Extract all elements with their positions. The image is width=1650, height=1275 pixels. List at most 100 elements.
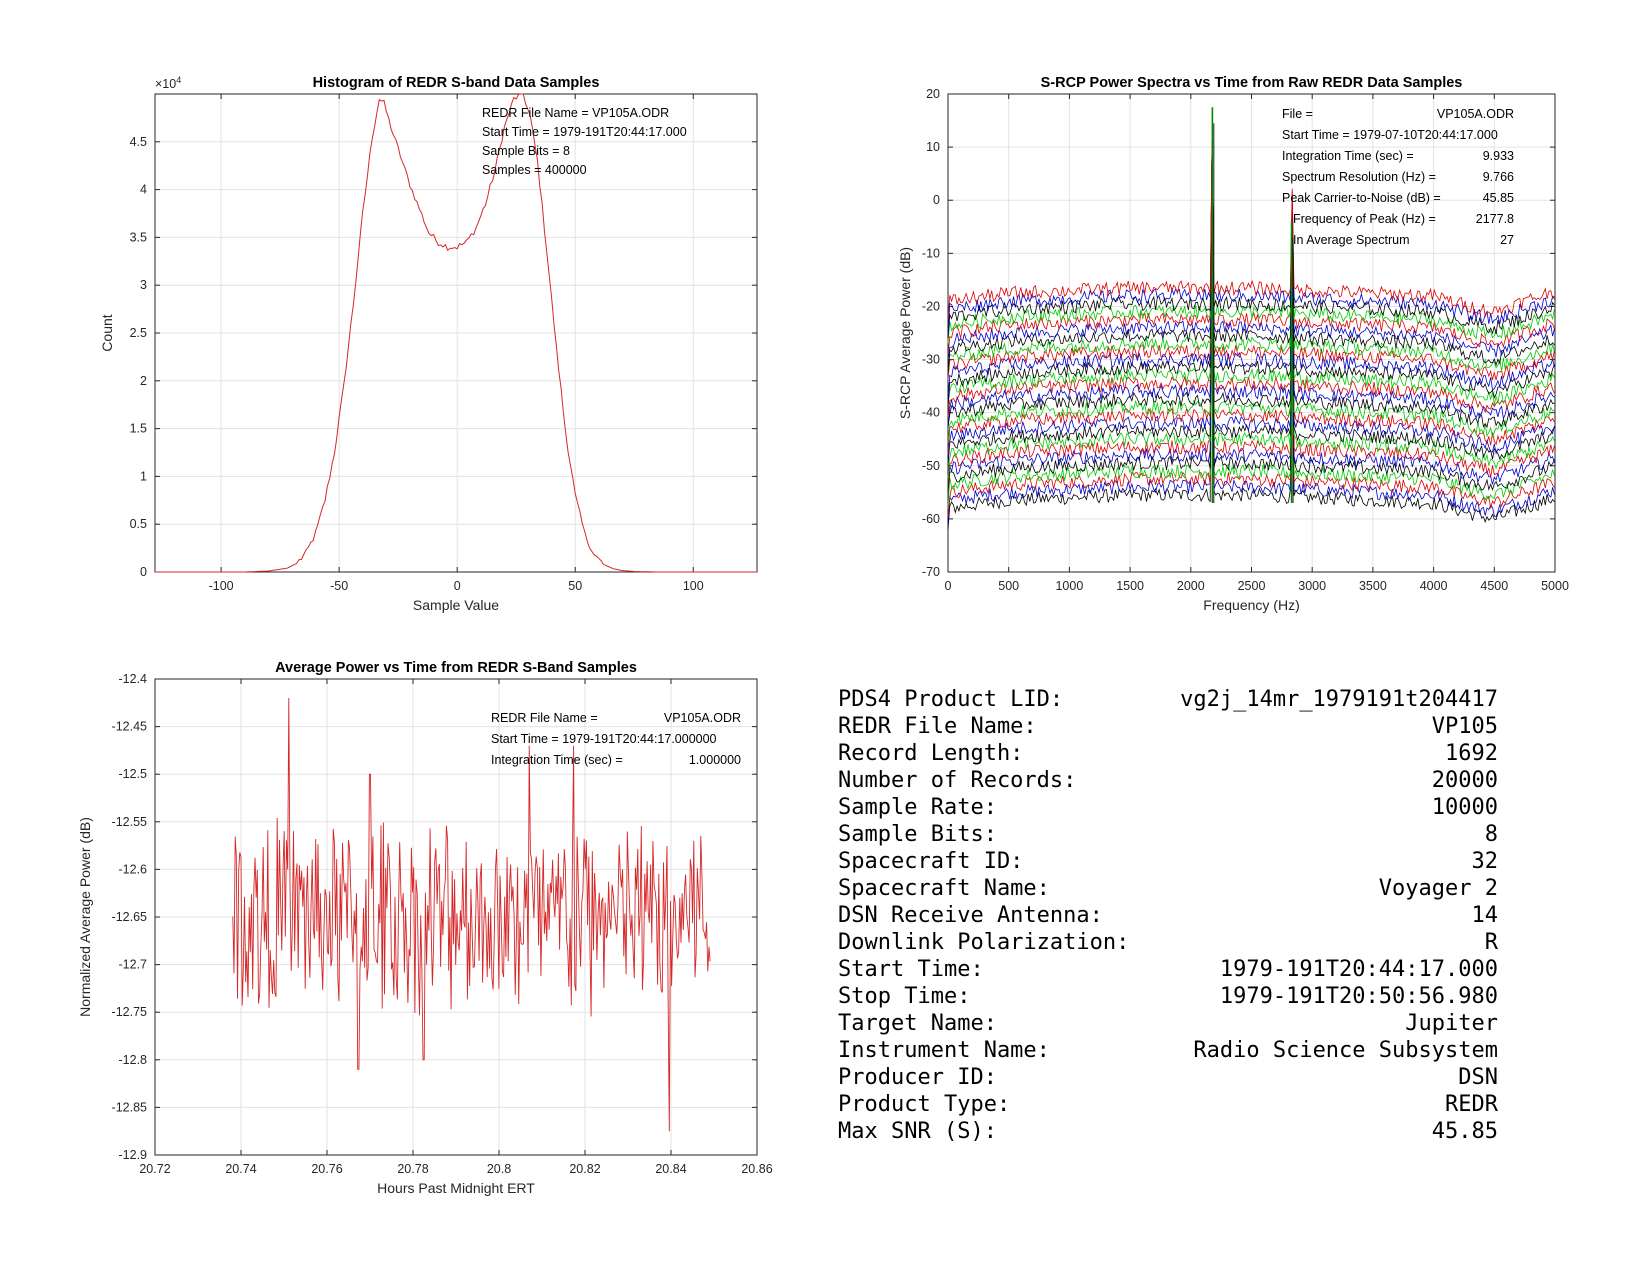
spectra-annotation-label: Start Time = 1979-07-10T20:44:17.000 — [1282, 128, 1498, 142]
histogram-ytick-label: 3 — [140, 278, 147, 292]
info-label: Number of Records: — [838, 768, 1077, 793]
spectra-xlabel: Frequency (Hz) — [1203, 597, 1299, 613]
spectrum-trace — [947, 146, 1555, 479]
spectrum-trace — [947, 142, 1555, 429]
info-value: DSN — [1458, 1065, 1498, 1090]
spectrum-trace — [947, 151, 1555, 524]
spectra-xtick-label: 3500 — [1359, 579, 1387, 593]
info-row: Sample Rate: 10000 — [838, 794, 1498, 821]
spectra-annotation-label: Spectrum Resolution (Hz) = — [1282, 170, 1436, 184]
info-value: 1979-191T20:44:17.000 — [1219, 957, 1498, 982]
spectra-annotation-label: In Average Spectrum — [1293, 233, 1410, 247]
info-row: PDS4 Product LID: vg2j_14mr_1979191t20441… — [838, 686, 1498, 713]
avg-power-xtick-label: 20.74 — [225, 1162, 256, 1176]
info-label: PDS4 Product LID: — [838, 687, 1064, 712]
avg-power-xtick-label: 20.72 — [139, 1162, 170, 1176]
info-label: Downlink Polarization: — [838, 930, 1130, 955]
info-row: Product Type: REDR — [838, 1091, 1498, 1118]
info-value: VP105 — [1431, 714, 1498, 739]
histogram-title: Histogram of REDR S-band Data Samples — [313, 75, 600, 91]
avg-power-ytick-label: -12.8 — [119, 1053, 148, 1067]
info-value: 1692 — [1445, 741, 1498, 766]
avg-power-chart: 20.72 20.74 20.76 20.78 20.8 20.82 20.84 20.86 -… — [77, 660, 773, 1196]
avg-power-ytick-label: -12.85 — [112, 1100, 147, 1114]
info-label: Max SNR (S): — [838, 1119, 997, 1144]
spectra-ylabel: S-RCP Average Power (dB) — [897, 247, 913, 419]
avg-power-xtick-label: 20.78 — [397, 1162, 428, 1176]
histogram-ylabel: Count — [99, 314, 115, 351]
histogram-xtick-label: 0 — [454, 579, 461, 593]
spectra-chart: 0 500 1000 1500 2000 2500 3000 3500 4000 4500 5000… — [897, 75, 1569, 613]
spectra-ytick-label: -50 — [922, 459, 940, 473]
spectrum-trace — [947, 142, 1555, 466]
spectrum-trace — [947, 149, 1555, 374]
info-label: Spacecraft Name: — [838, 876, 1050, 901]
info-value: 10000 — [1431, 795, 1498, 820]
spectra-ytick-label: -70 — [922, 565, 940, 579]
histogram-annotation: REDR File Name = VP105A.ODR — [482, 106, 669, 120]
info-value: 32 — [1471, 849, 1499, 874]
histogram-xlabel: Sample Value — [413, 597, 499, 613]
spectra-annotation-value: 45.85 — [1483, 191, 1514, 205]
avg-power-annotation-value: 1.000000 — [689, 753, 741, 767]
info-row: Downlink Polarization: R — [838, 929, 1498, 956]
histogram-ytick-label: 2.5 — [130, 326, 147, 340]
avg-power-xlabel: Hours Past Midnight ERT — [377, 1180, 535, 1196]
info-row: DSN Receive Antenna: 14 — [838, 902, 1498, 929]
spectra-xtick-label: 3000 — [1298, 579, 1326, 593]
spectra-annotation-value: 2177.8 — [1476, 212, 1514, 226]
info-row: Stop Time: 1979-191T20:50:56.980 — [838, 983, 1498, 1010]
spectra-ytick-label: 0 — [933, 193, 940, 207]
spectra-xtick-label: 4000 — [1420, 579, 1448, 593]
spectrum-trace — [947, 143, 1555, 360]
avg-power-ytick-label: -12.9 — [119, 1148, 148, 1162]
spectrum-trace — [947, 151, 1555, 399]
avg-power-ytick-label: -12.65 — [112, 910, 147, 924]
info-value: vg2j_14mr_1979191t204417 — [1180, 687, 1498, 712]
info-label: Spacecraft ID: — [838, 849, 1024, 874]
histogram-annotation: Start Time = 1979-191T20:44:17.000 — [482, 125, 687, 139]
spectra-ytick-label: -40 — [922, 406, 940, 420]
spectra-xtick-label: 0 — [945, 579, 952, 593]
avg-power-ytick-label: -12.7 — [119, 958, 148, 972]
spectra-annotation-label: Frequency of Peak (Hz) = — [1293, 212, 1436, 226]
histogram-annotation: Samples = 400000 — [482, 163, 587, 177]
info-value: Radio Science Subsystem — [1193, 1038, 1498, 1063]
info-row: Number of Records: 20000 — [838, 767, 1498, 794]
info-label: Product Type: — [838, 1092, 1011, 1117]
info-row: Start Time: 1979-191T20:44:17.000 — [838, 956, 1498, 983]
info-row: Producer ID: DSN — [838, 1064, 1498, 1091]
product-info-table: PDS4 Product LID: vg2j_14mr_1979191t20441… — [838, 686, 1498, 1145]
avg-power-ytick-label: -12.75 — [112, 1005, 147, 1019]
spectrum-trace — [947, 149, 1555, 407]
spectra-annotation-label: Peak Carrier-to-Noise (dB) = — [1282, 191, 1441, 205]
spectrum-trace — [947, 143, 1555, 455]
info-value: 20000 — [1431, 768, 1498, 793]
avg-power-ytick-label: -12.5 — [119, 767, 148, 781]
spectrum-trace — [947, 142, 1555, 356]
avg-power-ytick-label: -12.4 — [119, 672, 148, 686]
info-label: Instrument Name: — [838, 1038, 1050, 1063]
avg-power-ytick-label: -12.55 — [112, 815, 147, 829]
histogram-xtick-label: -100 — [209, 579, 234, 593]
info-label: DSN Receive Antenna: — [838, 903, 1103, 928]
histogram-ytick-label: 0 — [140, 565, 147, 579]
info-row: REDR File Name: VP105 — [838, 713, 1498, 740]
histogram-ytick-label: 4.5 — [130, 135, 147, 149]
info-row: Sample Bits: 8 — [838, 821, 1498, 848]
avg-power-series-line — [232, 697, 711, 1132]
info-value: 14 — [1471, 903, 1499, 928]
histogram-ytick-label: 2 — [140, 374, 147, 388]
avg-power-xtick-label: 20.86 — [741, 1162, 772, 1176]
spectra-xtick-label: 500 — [998, 579, 1019, 593]
histogram-y-exponent: ×104 — [155, 75, 181, 91]
info-row: Instrument Name: Radio Science Subsystem — [838, 1037, 1498, 1064]
info-value: Voyager 2 — [1378, 876, 1498, 901]
histogram-annotation: Sample Bits = 8 — [482, 144, 570, 158]
histogram-series-line — [155, 93, 757, 573]
avg-power-xtick-label: 20.8 — [487, 1162, 511, 1176]
info-value: 45.85 — [1431, 1119, 1498, 1144]
info-label: Target Name: — [838, 1011, 997, 1036]
histogram-xtick-label: 100 — [683, 579, 704, 593]
